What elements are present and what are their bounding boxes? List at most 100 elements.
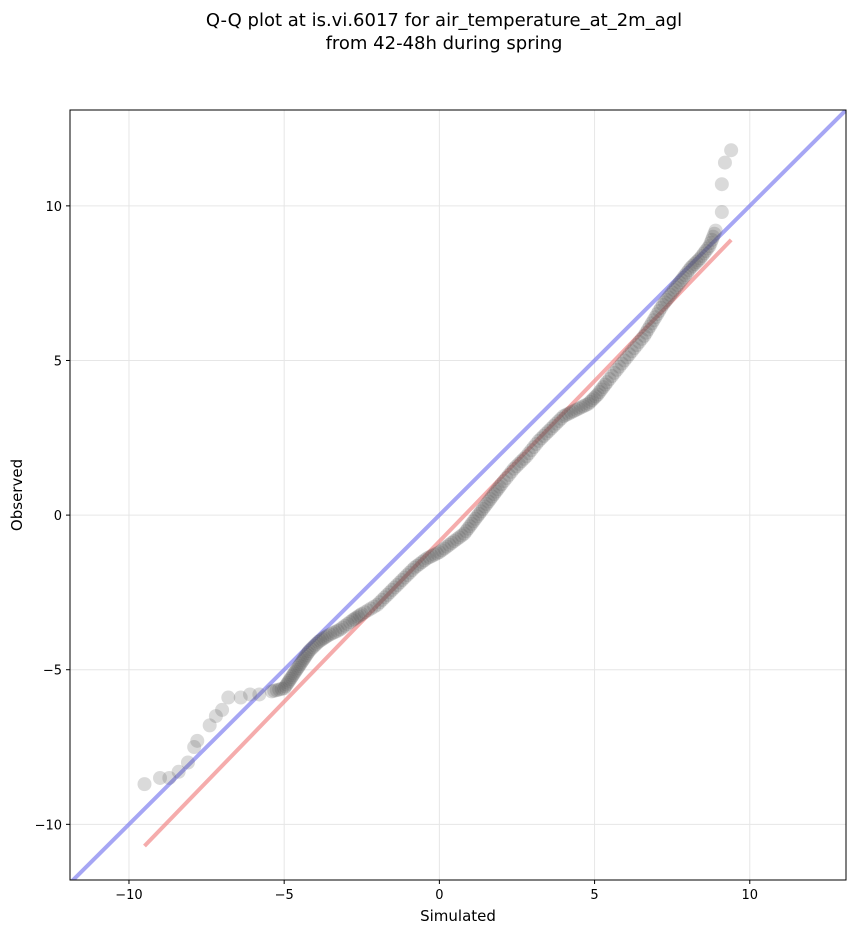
quantile-point	[274, 681, 289, 696]
quantile-point	[462, 519, 477, 534]
quantile-point	[267, 683, 282, 698]
quantile-point	[541, 423, 556, 438]
quantile-point	[624, 344, 639, 359]
quantile-point	[524, 443, 539, 458]
quantile-point	[609, 362, 624, 377]
y-tick-label-1: −5	[43, 664, 62, 679]
quantile-point	[674, 273, 689, 288]
quantile-point	[696, 246, 711, 261]
quantile-point	[659, 292, 674, 307]
quantile-point	[407, 560, 422, 575]
axis-ticks: −10 −5 0 5 10 −10 −5 0 5 10	[35, 200, 758, 903]
quantile-point	[698, 244, 713, 259]
quantile-point	[583, 394, 598, 409]
quantile-point	[496, 474, 511, 489]
reference-lines	[70, 110, 846, 880]
quantile-point	[252, 687, 267, 702]
quantile-point	[551, 414, 566, 429]
quantile-point	[264, 684, 279, 699]
quantile-point	[506, 461, 521, 476]
quantile-point	[387, 580, 402, 595]
quantile-point	[282, 673, 297, 688]
quantile-point	[318, 629, 333, 644]
quantile-point	[592, 385, 607, 400]
quantile-point	[487, 487, 502, 502]
quantile-point	[634, 331, 649, 346]
quantile-point	[370, 597, 385, 612]
quantile-point	[278, 679, 293, 694]
quantile-point	[429, 546, 444, 561]
quantile-point	[284, 670, 299, 685]
quantile-point	[639, 325, 654, 340]
quantile-point	[323, 627, 338, 642]
quantile-point	[556, 409, 571, 424]
quantile-point	[300, 646, 315, 661]
quantile-point	[190, 733, 205, 748]
quantile-point	[676, 270, 691, 285]
quantile-point	[347, 612, 362, 627]
quantile-point	[380, 587, 395, 602]
x-tick-label-4: 10	[742, 888, 759, 903]
quantile-point	[330, 623, 345, 638]
quantile-point	[599, 375, 614, 390]
quantile-point	[529, 436, 544, 451]
quantile-point	[685, 258, 700, 273]
quantile-point	[663, 287, 678, 302]
quantile-point	[617, 353, 632, 368]
quantile-point	[320, 628, 335, 643]
quantile-point	[385, 582, 400, 597]
quantile-point	[390, 577, 405, 592]
quantile-point	[221, 690, 236, 705]
quantile-point	[472, 506, 487, 521]
quantile-point	[215, 702, 230, 717]
quantile-point	[294, 655, 309, 670]
quantile-point	[349, 610, 364, 625]
quantile-point	[670, 278, 685, 293]
quantile-point	[598, 377, 613, 392]
quantile-point	[646, 313, 661, 328]
y-tick-label-2: 0	[54, 509, 62, 524]
quantile-point	[483, 492, 498, 507]
quantile-point	[351, 609, 366, 624]
quantile-point	[302, 644, 317, 659]
quantile-point	[578, 398, 593, 413]
quantile-points	[137, 143, 739, 792]
quantile-point	[724, 143, 739, 158]
quantile-point	[470, 509, 485, 524]
quantile-point	[424, 548, 439, 563]
quantile-point	[504, 464, 519, 479]
quantile-point	[402, 565, 417, 580]
fit-line	[143, 238, 733, 848]
x-tick-label-2: 0	[435, 888, 443, 903]
y-tick-label-3: 5	[54, 354, 62, 369]
quantile-point	[707, 226, 722, 241]
quantile-point	[338, 618, 353, 633]
quantile-point	[345, 613, 360, 628]
quantile-point	[298, 649, 313, 664]
identity-line	[70, 110, 846, 880]
y-axis-label: Observed	[8, 459, 26, 531]
quantile-point	[703, 235, 718, 250]
quantile-point	[315, 632, 330, 647]
quantile-point	[233, 690, 248, 705]
quantile-point	[516, 451, 531, 466]
quantile-point	[328, 624, 343, 639]
quantile-point	[485, 489, 500, 504]
quantile-point	[665, 285, 680, 300]
quantile-point	[644, 316, 659, 331]
y-tick-label-4: 10	[45, 200, 62, 215]
quantile-point	[607, 365, 622, 380]
quantile-point	[714, 205, 729, 220]
quantile-point	[573, 400, 588, 415]
quantile-point	[208, 709, 223, 724]
quantile-point	[514, 454, 529, 469]
quantile-point	[293, 657, 308, 672]
quantile-point	[561, 406, 576, 421]
quantile-point	[342, 615, 357, 630]
quantile-point	[299, 647, 314, 662]
quantile-point	[468, 511, 483, 526]
x-axis-label: Simulated	[420, 907, 496, 925]
quantile-point	[576, 399, 591, 414]
quantile-point	[640, 322, 655, 337]
quantile-point	[706, 229, 721, 244]
